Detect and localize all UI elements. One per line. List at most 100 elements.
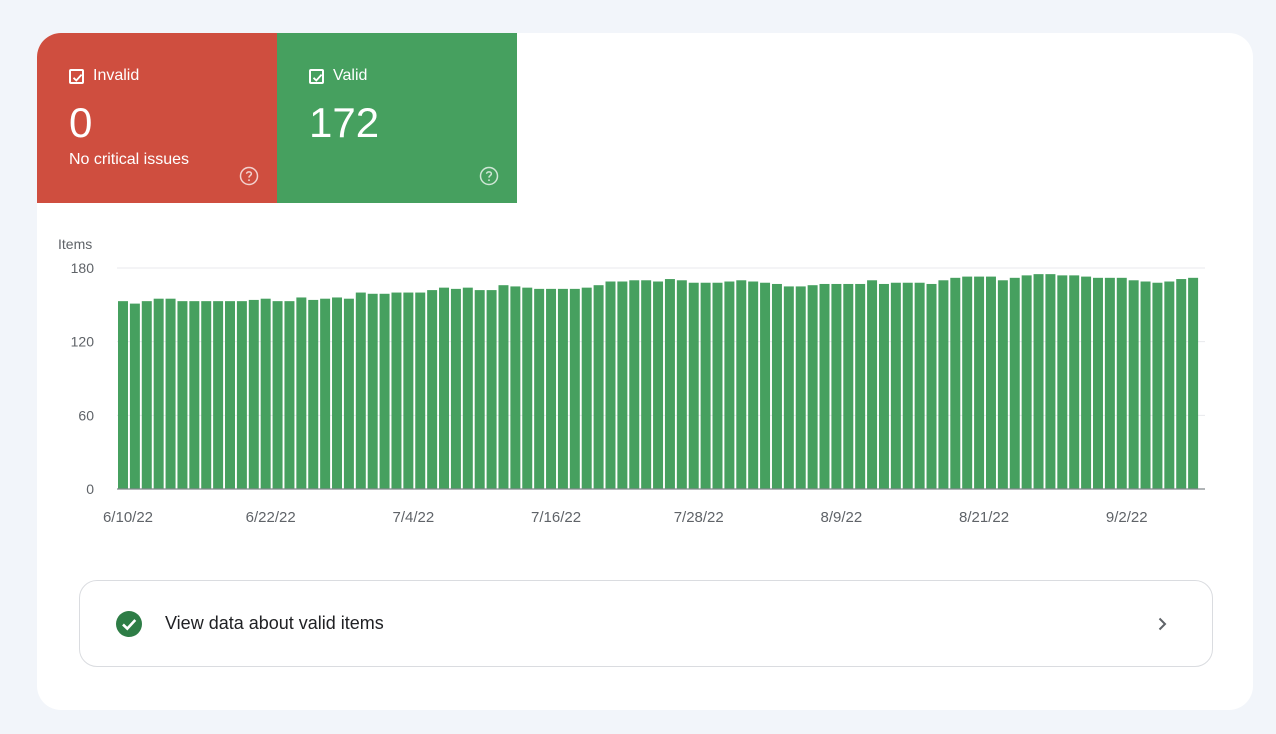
bar xyxy=(450,288,461,489)
bar xyxy=(248,299,259,489)
bar xyxy=(332,297,343,489)
bar xyxy=(629,280,640,489)
y-tick-label: 60 xyxy=(78,407,94,423)
check-circle-icon xyxy=(116,610,142,637)
status-card: Invalid 0 No critical issues Valid 172 I… xyxy=(37,33,1253,710)
help-circle-icon[interactable] xyxy=(239,166,259,186)
help-circle-icon[interactable] xyxy=(479,166,499,186)
bar xyxy=(1140,281,1151,489)
bar xyxy=(498,285,509,489)
valid-label: Valid xyxy=(333,67,368,84)
valid-tile-header: Valid xyxy=(309,67,367,85)
x-tick-label: 8/9/22 xyxy=(821,509,863,526)
bar xyxy=(1009,277,1020,489)
bar xyxy=(997,280,1008,489)
bar xyxy=(557,288,568,489)
bar xyxy=(1116,277,1127,489)
bar xyxy=(427,290,438,489)
bar xyxy=(1152,282,1163,489)
bar xyxy=(1069,275,1080,489)
bar xyxy=(855,283,866,489)
bar xyxy=(439,287,450,489)
bar xyxy=(724,281,735,489)
bar xyxy=(819,283,830,489)
invalid-tile[interactable]: Invalid 0 No critical issues xyxy=(37,33,277,203)
bar xyxy=(236,301,247,489)
bar xyxy=(213,301,224,489)
bar xyxy=(177,301,188,489)
bar xyxy=(605,281,616,489)
bar xyxy=(189,301,200,489)
bar xyxy=(118,301,128,489)
bar xyxy=(902,282,913,489)
bar xyxy=(1176,279,1187,489)
bar xyxy=(462,287,473,489)
valid-count: 172 xyxy=(309,99,380,146)
invalid-tile-header: Invalid xyxy=(69,67,139,85)
bar xyxy=(700,282,711,489)
bar xyxy=(272,301,283,489)
bar xyxy=(546,288,557,489)
view-valid-items-link[interactable]: View data about valid items xyxy=(79,580,1213,667)
bar xyxy=(653,281,664,489)
bar xyxy=(807,285,818,489)
y-axis-label: Items xyxy=(58,236,92,252)
bar xyxy=(1033,274,1044,489)
view-valid-items-label: View data about valid items xyxy=(165,613,384,633)
bar xyxy=(962,276,973,489)
bar xyxy=(688,282,699,489)
invalid-count: 0 xyxy=(69,99,93,146)
bar xyxy=(926,283,937,489)
bar xyxy=(320,298,331,489)
bar xyxy=(1188,277,1199,489)
bar xyxy=(736,280,747,489)
bar xyxy=(712,282,723,489)
bar xyxy=(581,287,592,489)
bar xyxy=(914,282,925,489)
bar xyxy=(391,292,402,489)
bar xyxy=(1104,277,1115,489)
bar xyxy=(260,298,271,489)
y-tick-label: 120 xyxy=(71,334,95,350)
bar xyxy=(522,287,533,489)
x-tick-label: 6/10/22 xyxy=(103,509,153,526)
bar xyxy=(748,281,759,489)
bar xyxy=(201,301,212,489)
bar xyxy=(415,292,426,489)
bar xyxy=(843,283,854,489)
bar xyxy=(950,277,961,489)
x-tick-label: 7/28/22 xyxy=(674,509,724,526)
bar xyxy=(593,285,604,489)
bar xyxy=(878,283,889,489)
valid-tile[interactable]: Valid 172 xyxy=(277,33,517,203)
bar xyxy=(510,286,521,489)
invalid-label: Invalid xyxy=(93,67,140,84)
bar xyxy=(165,298,176,489)
checkbox-checked-icon[interactable] xyxy=(69,68,84,84)
checkbox-checked-icon[interactable] xyxy=(309,68,324,84)
bar xyxy=(867,280,878,489)
bar xyxy=(225,301,235,489)
bar xyxy=(1128,280,1139,489)
bar xyxy=(974,276,985,489)
bar xyxy=(343,298,354,489)
bar xyxy=(641,280,652,489)
bar xyxy=(129,303,140,489)
bar xyxy=(1057,275,1068,489)
bar xyxy=(1164,281,1175,489)
bar xyxy=(1021,275,1032,489)
bar xyxy=(783,286,794,489)
y-tick-label: 0 xyxy=(86,481,94,497)
bar xyxy=(1081,276,1092,489)
items-bar-chart: Items 0 60 120 180 6/10/22 6/22/22 7/4/22 7/16/2… xyxy=(58,236,1205,526)
bar xyxy=(831,283,842,489)
bar xyxy=(379,293,390,489)
bar xyxy=(403,292,414,489)
x-tick-label: 8/21/22 xyxy=(959,509,1009,526)
bar xyxy=(141,301,152,489)
invalid-subtitle: No critical issues xyxy=(69,151,190,168)
x-tick-label: 9/2/22 xyxy=(1106,509,1148,526)
bar xyxy=(1092,277,1103,489)
bar xyxy=(1045,274,1056,489)
x-tick-label: 7/4/22 xyxy=(392,509,434,526)
